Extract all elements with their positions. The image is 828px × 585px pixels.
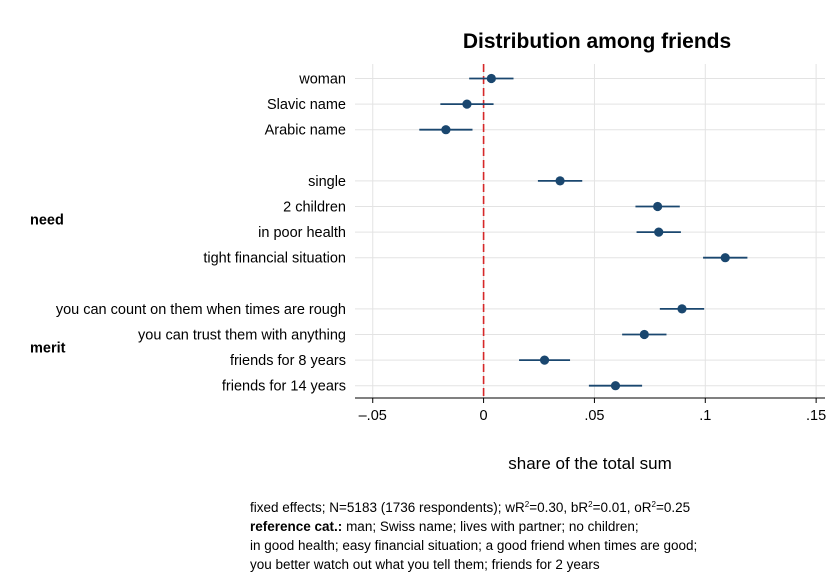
notes-line-2-rest: man; Swiss name; lives with partner; no … (342, 519, 639, 534)
chart-title: Distribution among friends (463, 30, 731, 53)
notes-line-2: reference cat.: man; Swiss name; lives w… (250, 517, 697, 536)
x-tick-label: 0 (480, 408, 488, 424)
point-marker (539, 355, 550, 365)
notes-line-1: fixed effects; N=5183 (1736 respondents)… (250, 498, 697, 517)
x-axis-label: share of the total sum (508, 454, 671, 473)
point-marker (653, 201, 663, 212)
y-label: friends for 8 years (230, 353, 346, 369)
notes-line-3: in good health; easy financial situation… (250, 538, 698, 553)
notes-reference-heading: reference cat.: (250, 519, 343, 534)
x-tick-label: .1 (699, 408, 711, 424)
point-marker (677, 304, 687, 314)
point-marker (654, 227, 664, 237)
notes-line-1-part-c: =0.01, oR (592, 500, 652, 515)
y-label: 2 children (283, 200, 346, 216)
grid-layer (355, 64, 825, 398)
notes-sup-2: 2 (588, 500, 593, 509)
y-label: woman (298, 72, 346, 88)
group-label: need (30, 212, 64, 228)
point-marker (610, 381, 621, 391)
chart-svg: Distribution among friends woman Slavic n… (30, 30, 826, 473)
notes-line-4: you better watch out what you tell them;… (250, 557, 600, 572)
y-label: Slavic name (267, 97, 346, 113)
y-labels-layer: woman Slavic name Arabic name single 2 child… (56, 72, 346, 395)
y-label: you can count on them when times are rou… (56, 302, 346, 318)
x-tick-label: –.05 (359, 408, 387, 424)
point-marker (555, 176, 565, 186)
plot-frame (355, 64, 825, 398)
y-label: in poor health (258, 225, 346, 241)
notes-line-1-part-b: =0.30, bR (529, 500, 589, 515)
group-labels-layer: need merit (30, 212, 66, 356)
point-marker (639, 329, 649, 340)
notes-line-1-part-a: fixed effects; N=5183 (1736 respondents)… (250, 500, 525, 515)
notes-line-1-part-d: =0.25 (656, 500, 691, 515)
y-label: you can trust them with anything (138, 328, 346, 344)
point-marker (486, 73, 496, 84)
notes-sup-1: 2 (524, 500, 530, 509)
point-marker (462, 99, 472, 109)
point-marker (441, 125, 451, 135)
x-tick-label: .05 (584, 408, 604, 424)
x-tick-label: .15 (806, 408, 826, 424)
point-marker (720, 253, 730, 263)
chart-notes: fixed effects; N=5183 (1736 respondents)… (250, 498, 697, 574)
y-label: single (308, 174, 346, 190)
group-label: merit (30, 340, 66, 356)
x-axis: –.05 0 .05 .1 .15 (355, 397, 826, 424)
marks-layer (419, 73, 748, 391)
y-label: Arabic name (265, 123, 346, 139)
y-label: tight financial situation (203, 251, 346, 267)
y-label: friends for 14 years (222, 379, 346, 395)
notes-sup-3: 2 (651, 500, 656, 509)
